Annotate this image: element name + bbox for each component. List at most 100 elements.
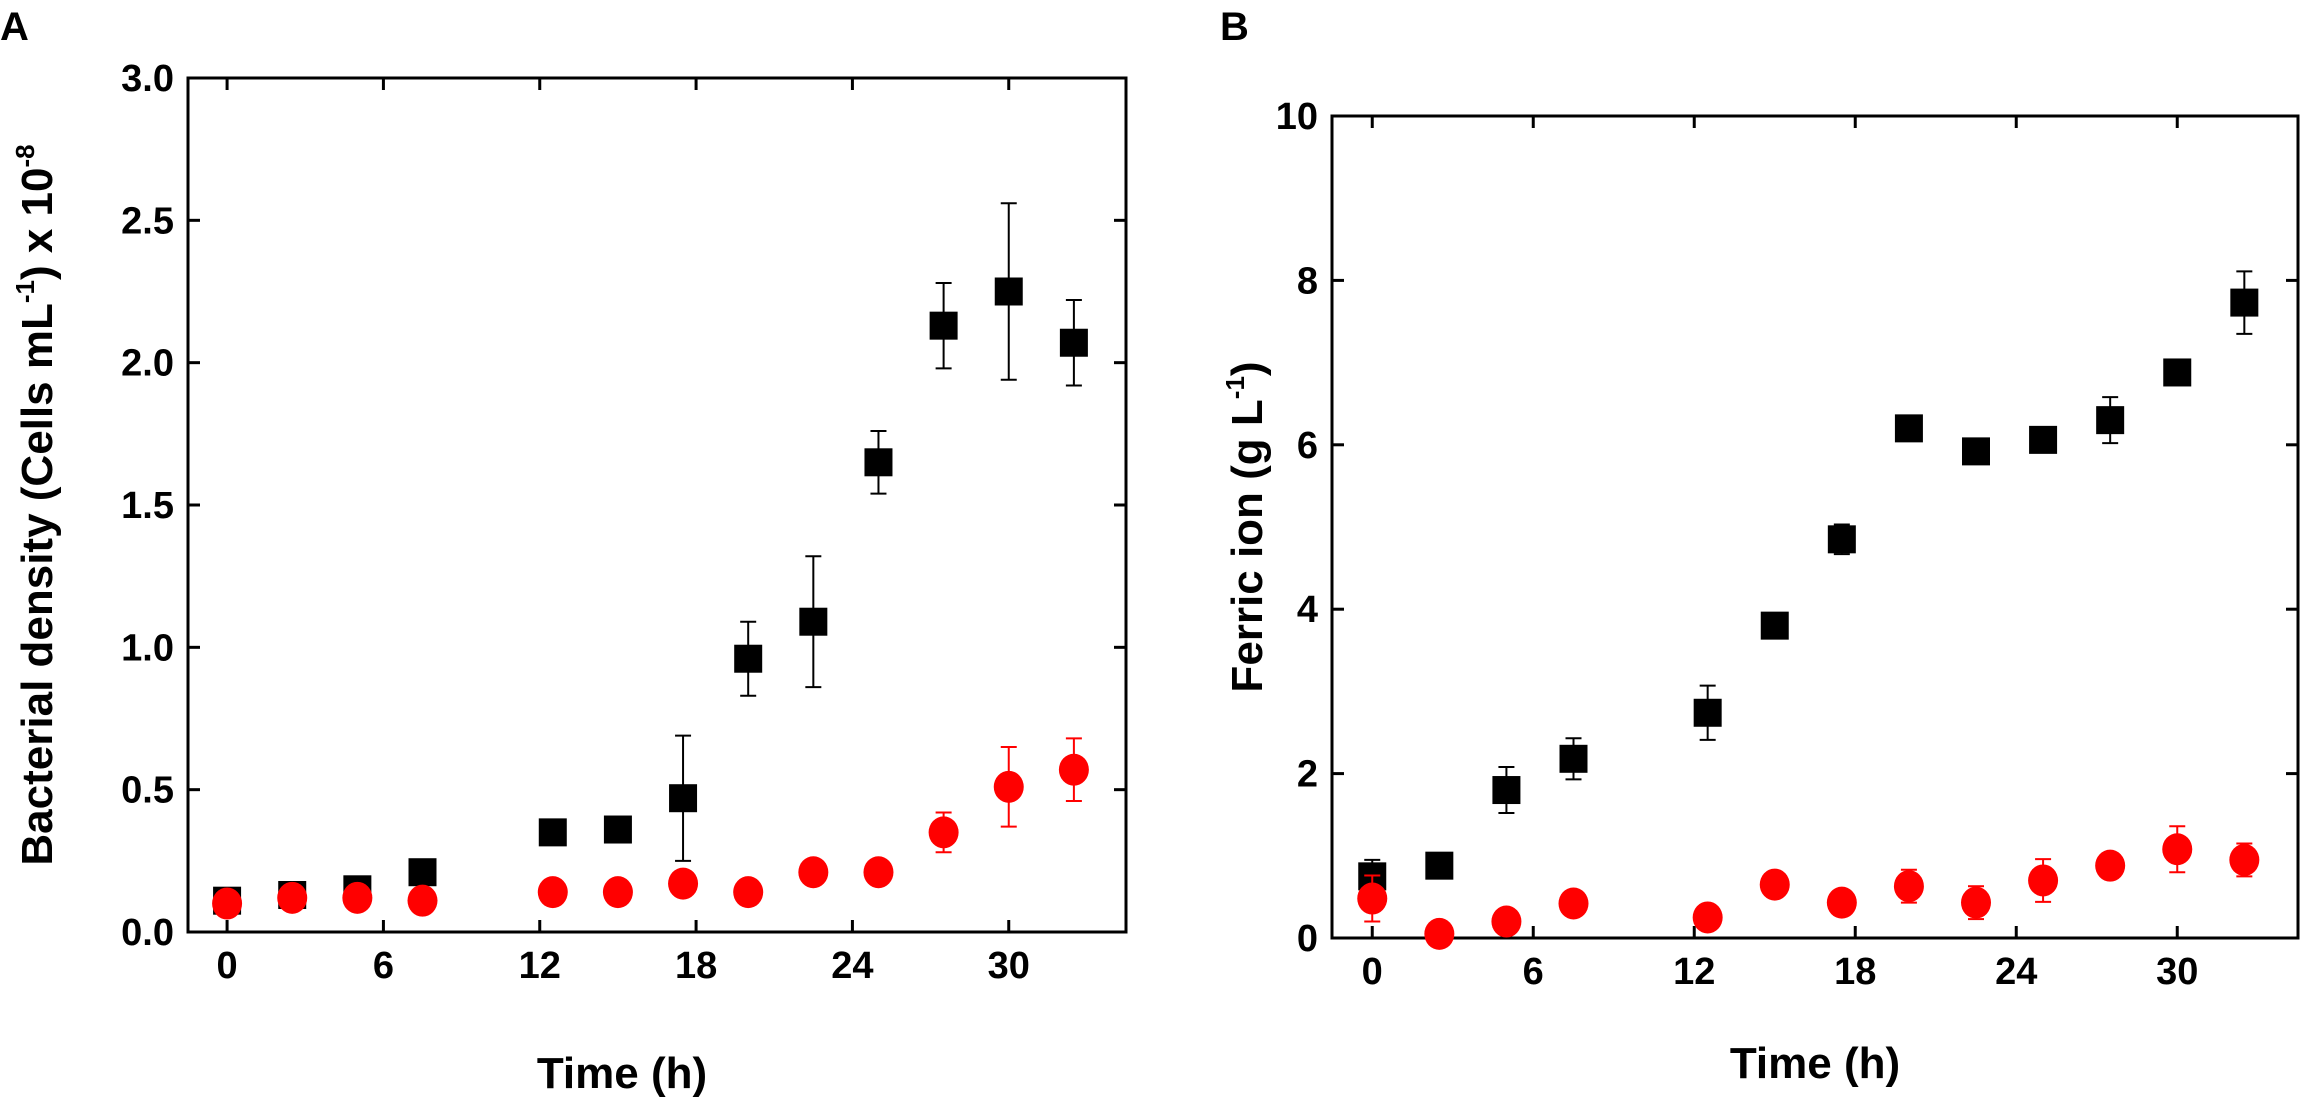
data-point-circle [798, 856, 829, 889]
data-point-circle [212, 887, 243, 920]
data-point-square [1760, 611, 1789, 640]
data-point-square [734, 644, 763, 673]
data-point-circle [993, 770, 1024, 803]
x-tick-label: 6 [1523, 951, 1544, 993]
plot-frame [186, 76, 1128, 934]
data-point-square [408, 858, 437, 887]
data-point-square [2163, 358, 2192, 387]
data-point-square [2096, 406, 2125, 435]
data-point-circle [1893, 870, 1924, 903]
x-tick-label: 24 [831, 945, 873, 987]
data-point-circle [2028, 864, 2059, 897]
panel-label: B [1220, 5, 1249, 49]
series-squares [1358, 270, 2259, 894]
data-point-circle [2229, 843, 2260, 876]
y-tick-label: 4 [1297, 589, 1318, 631]
data-point-square [1425, 851, 1454, 880]
x-tick-label: 24 [1995, 951, 2037, 993]
y-tick-label: 3.0 [121, 58, 174, 100]
x-tick-label: 12 [519, 945, 561, 987]
data-point-square [1559, 744, 1588, 773]
y-axis-title-sup: -1 [10, 280, 40, 303]
data-point-square [2029, 425, 2058, 454]
y-tick-label: 6 [1297, 425, 1318, 467]
x-tick-label: 0 [217, 945, 238, 987]
x-tick-label: 18 [675, 945, 717, 987]
x-axis-title: Time (h) [537, 1049, 707, 1098]
data-point-circle [342, 881, 373, 914]
data-point-square [994, 277, 1023, 306]
data-point-square [1894, 414, 1923, 443]
data-point-circle [277, 881, 308, 914]
y-ticks: 0.0 0.5 1.0 1.5 2.0 2.5 3.0 [121, 58, 1126, 954]
panel-a: A 0 6 12 18 24 30 0.0 0.5 1.0 1.5 2.0 2.5 3.0 Time … [0, 5, 1128, 1098]
data-point-circle [1692, 901, 1723, 934]
data-point-circle [928, 816, 959, 849]
data-point-circle [1558, 887, 1589, 920]
y-tick-label: 2.0 [121, 343, 174, 385]
x-tick-label: 18 [1834, 951, 1876, 993]
y-tick-label: 0.0 [121, 912, 174, 954]
series-squares [213, 202, 1088, 915]
data-point-circle [1357, 882, 1388, 915]
data-point-square [1059, 328, 1088, 357]
data-point-circle [863, 856, 894, 889]
data-point-circle [1826, 886, 1857, 919]
data-point-circle [733, 876, 764, 909]
y-tick-label: 1.0 [121, 627, 174, 669]
data-point-circle [2162, 833, 2193, 866]
data-point-square [1962, 437, 1990, 466]
x-ticks: 0 6 12 18 24 30 [217, 78, 1030, 987]
y-tick-label: 0.5 [121, 770, 174, 812]
y-axis-title: Ferric ion (g L-1) [1220, 361, 1272, 692]
y-axis-title-mid: ) [1223, 361, 1272, 376]
x-tick-label: 0 [1362, 951, 1383, 993]
data-point-circle [602, 876, 633, 909]
y-tick-label: 1.5 [121, 485, 174, 527]
data-point-circle [1491, 905, 1522, 938]
y-tick-label: 2.5 [121, 200, 174, 242]
x-tick-label: 12 [1673, 951, 1715, 993]
x-tick-label: 30 [2156, 951, 2198, 993]
data-point-square [1693, 698, 1722, 727]
data-point-circle [407, 884, 438, 917]
x-axis-title: Time (h) [1730, 1039, 1900, 1088]
data-point-square [864, 448, 893, 477]
y-axis-title-sup: -1 [1220, 376, 1250, 399]
data-point-circle [668, 867, 699, 900]
data-point-circle [2095, 849, 2126, 882]
series-circles [1357, 825, 2260, 950]
series-layer [212, 202, 1089, 920]
y-axis-title-main: Ferric ion (g L [1223, 399, 1272, 692]
data-point-circle [1759, 868, 1790, 901]
y-tick-label: 8 [1297, 260, 1318, 302]
data-point-square [1827, 525, 1856, 554]
y-axis-title-mid: ) x 10 [13, 168, 62, 281]
data-point-square [929, 311, 958, 340]
data-point-square [538, 818, 567, 847]
data-point-circle [1058, 753, 1089, 786]
series-circles [212, 737, 1089, 920]
y-tick-label: 10 [1276, 96, 1318, 138]
panel-label: A [0, 5, 29, 49]
y-tick-label: 2 [1297, 754, 1318, 796]
y-axis-title: Bacterial density (Cells mL-1) x 10-8 [10, 144, 62, 865]
data-point-circle [1961, 886, 1991, 919]
y-ticks: 0 2 4 6 8 10 [1276, 96, 2298, 960]
data-point-circle [537, 876, 568, 909]
y-tick-label: 0 [1297, 918, 1318, 960]
plot-frame [1330, 114, 2300, 940]
data-point-square [799, 607, 828, 636]
data-point-square [603, 815, 632, 844]
x-ticks: 0 6 12 18 24 30 [1362, 116, 2198, 993]
y-axis-title-main: Bacterial density (Cells mL [13, 303, 62, 865]
series-layer [1357, 270, 2260, 950]
data-point-square [1492, 776, 1521, 805]
data-point-circle [1424, 917, 1455, 950]
y-axis-title-exp: -8 [10, 144, 40, 167]
x-tick-label: 6 [373, 945, 394, 987]
x-tick-label: 30 [988, 945, 1030, 987]
data-point-square [2230, 288, 2259, 317]
